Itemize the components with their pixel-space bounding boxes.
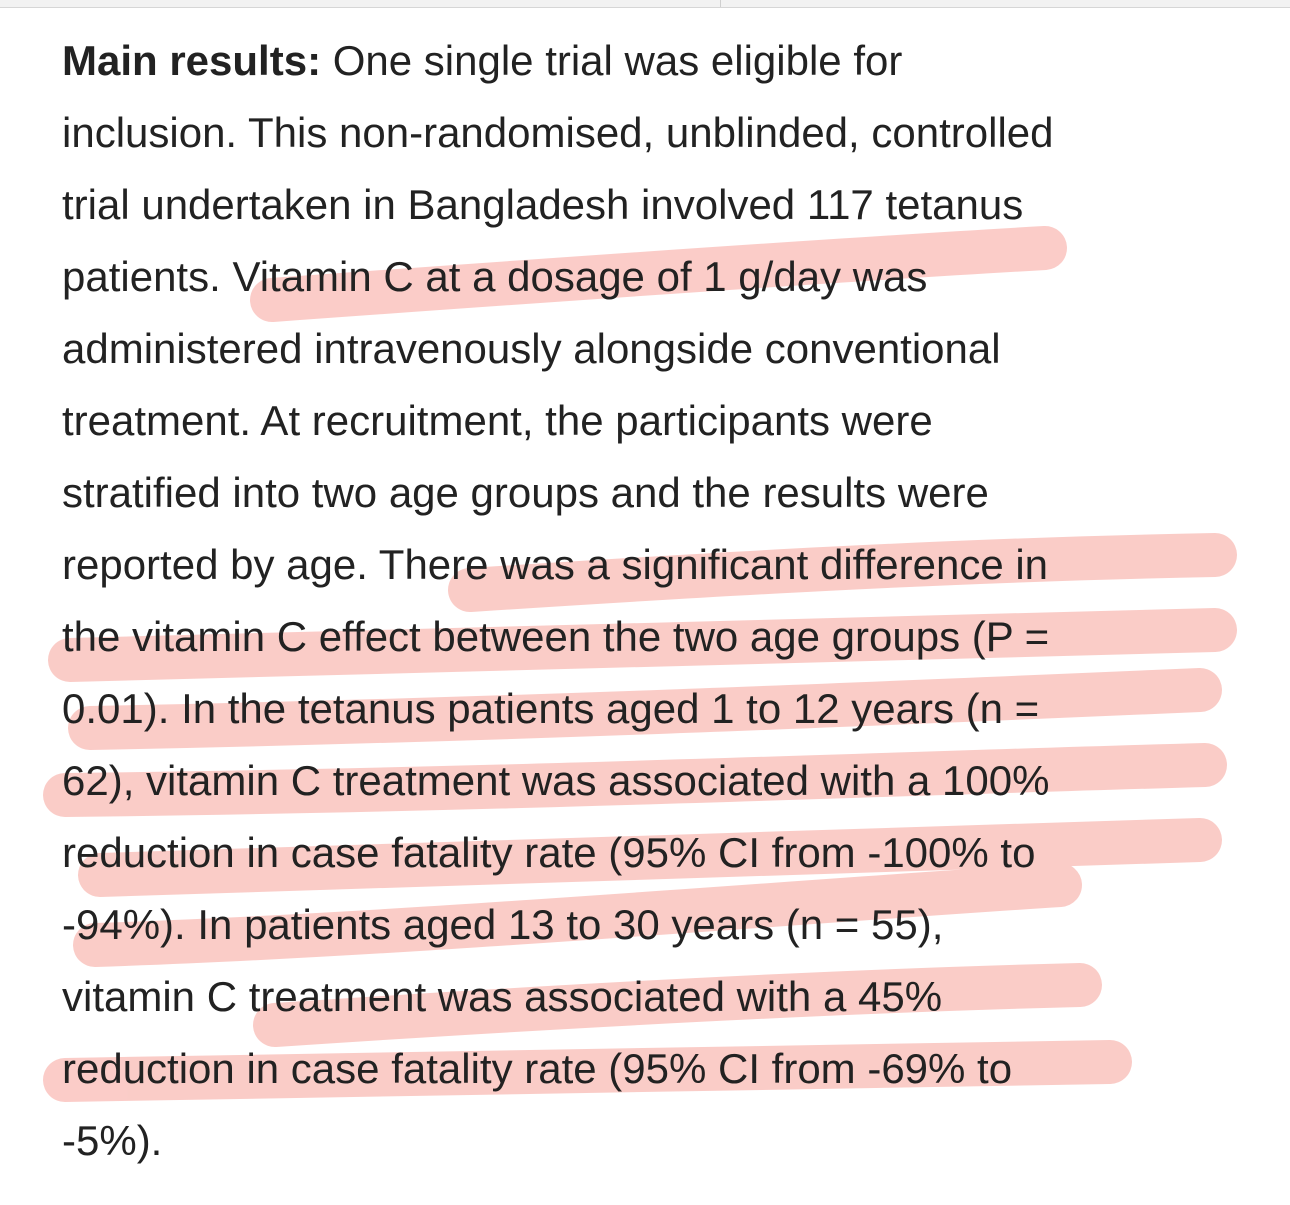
top-divider (0, 0, 1290, 8)
text-line-2: inclusion. This non-randomised, unblinde… (62, 109, 1054, 156)
text-line-16: -5%). (62, 1117, 163, 1164)
text-line-12: reduction in case fatality rate (95% CI … (62, 829, 1036, 876)
text-line-7: stratified into two age groups and the r… (62, 469, 989, 516)
top-divider-tick (720, 0, 721, 7)
text-line-6: treatment. At recruitment, the participa… (62, 397, 933, 444)
text-line-10: 0.01). In the tetanus patients aged 1 to… (62, 685, 1040, 732)
text-line-15: reduction in case fatality rate (95% CI … (62, 1045, 1013, 1092)
main-results-paragraph: Main results: One single trial was eligi… (62, 25, 1262, 1177)
main-results-heading: Main results: (62, 37, 322, 84)
text-line-13: -94%). In patients aged 13 to 30 years (… (62, 901, 944, 948)
text-line-14: vitamin C treatment was associated with … (62, 973, 943, 1020)
text-line-5: administered intravenously alongside con… (62, 325, 1001, 372)
text-line-1-body: One single trial was eligible for (321, 37, 903, 84)
text-line-11: 62), vitamin C treatment was associated … (62, 757, 1050, 804)
text-line-9: the vitamin C effect between the two age… (62, 613, 1050, 660)
text-line-3: trial undertaken in Bangladesh involved … (62, 181, 1024, 228)
text-line-1: Main results: One single trial was eligi… (62, 25, 1262, 97)
text-line-8: reported by age. There was a significant… (62, 541, 1049, 588)
text-line-4: patients. Vitamin C at a dosage of 1 g/d… (62, 253, 928, 300)
